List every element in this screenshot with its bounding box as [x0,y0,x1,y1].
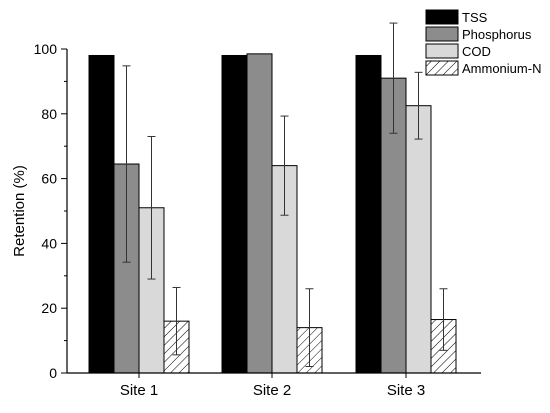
y-tick-label-20: 20 [41,300,57,316]
y-tick-label-80: 80 [41,106,57,122]
bar-phosphorus-2 [246,53,273,374]
legend-swatch-phosphorus [425,26,459,42]
bar-tss-1 [88,54,115,374]
legend-swatch-ammonium-n [425,60,459,76]
bars-layer [88,22,457,374]
x-category-label-3: Site 3 [387,382,425,399]
legend-swatch-cod [425,43,459,59]
y-tick-label-100: 100 [34,41,58,57]
x-category-label-2: Site 2 [253,382,291,399]
legend-label-cod: COD [462,44,491,59]
bar-cod-3 [405,105,432,374]
y-tick-label-40: 40 [41,235,57,251]
legend-label-ammonium-n: Ammonium-N [462,61,541,76]
bar-tss-3 [355,54,382,374]
y-tick-label-0: 0 [49,365,57,381]
axes-layer: 0 20 40 60 80 100 Site 1 Site 2 Site 3 Retention … [11,41,481,399]
legend-swatch-tss [425,9,459,25]
y-tick-label-60: 60 [41,171,57,187]
x-category-label-1: Site 1 [120,382,158,399]
legend: TSS Phosphorus COD Ammonium-N [425,9,541,76]
y-axis-title: Retention (%) [11,165,28,257]
legend-label-tss: TSS [462,10,488,25]
legend-label-phosphorus: Phosphorus [462,27,532,42]
bar-tss-2 [221,54,248,374]
